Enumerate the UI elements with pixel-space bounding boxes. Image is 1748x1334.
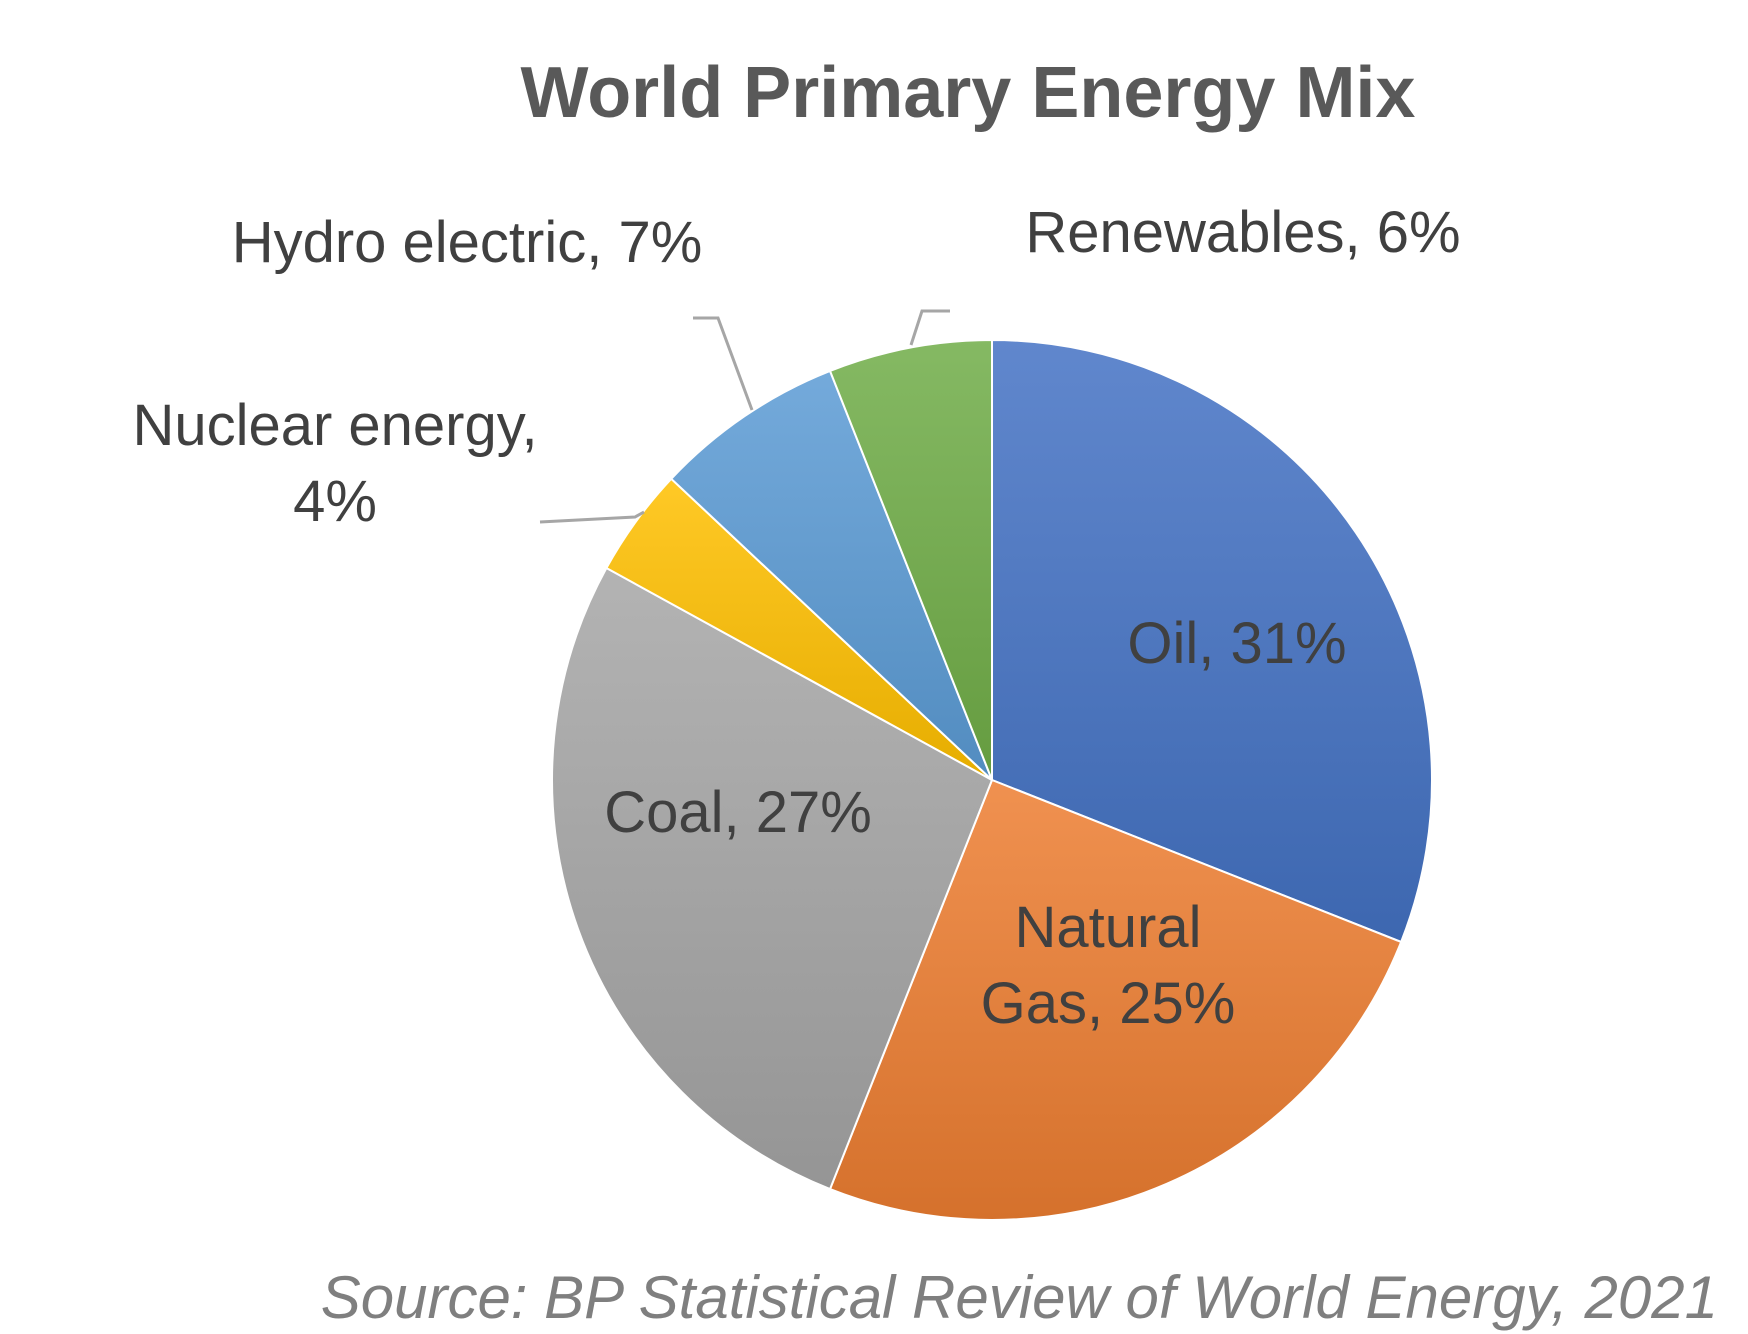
data-label-oil: Oil, 31% (1127, 611, 1346, 676)
data-label-hydro-electric: Hydro electric, 7% (232, 210, 703, 275)
data-label-line: Renewables, 6% (1025, 200, 1460, 265)
data-label-nuclear-energy: Nuclear energy, 4% (132, 393, 537, 534)
chart-title: World Primary Energy Mix (521, 53, 1416, 133)
data-label-line: Coal, 27% (604, 780, 872, 845)
source-note: Source: BP Statistical Review of World E… (321, 1264, 1718, 1331)
data-label-coal: Coal, 27% (604, 780, 872, 845)
leader-lines (539, 309, 950, 524)
leader-line-hydro-electric (693, 316, 754, 411)
slice-labels: Oil, 31% Natural Gas, 25% Coal, 27% Nuclear … (132, 200, 1460, 1036)
pie-slices (551, 338, 1433, 1221)
slice-natural-gas (828, 778, 1403, 1221)
slice-coal (551, 566, 994, 1191)
slice-oil (991, 338, 1433, 944)
slice-hydro-electric (669, 369, 993, 781)
data-label-line: Oil, 31% (1127, 611, 1346, 676)
slice-renewables (828, 338, 993, 781)
data-label-natural-gas: Natural Gas, 25% (981, 895, 1236, 1036)
data-label-line: Natural (1015, 895, 1202, 960)
data-label-line: Gas, 25% (981, 971, 1236, 1036)
leader-line-nuclear-energy (539, 510, 645, 524)
data-label-line: Nuclear energy, (132, 393, 537, 458)
leader-line-renewables (909, 309, 950, 346)
data-label-line: Hydro electric, 7% (232, 210, 703, 275)
data-label-renewables: Renewables, 6% (1025, 200, 1460, 265)
data-label-line: 4% (293, 469, 377, 534)
